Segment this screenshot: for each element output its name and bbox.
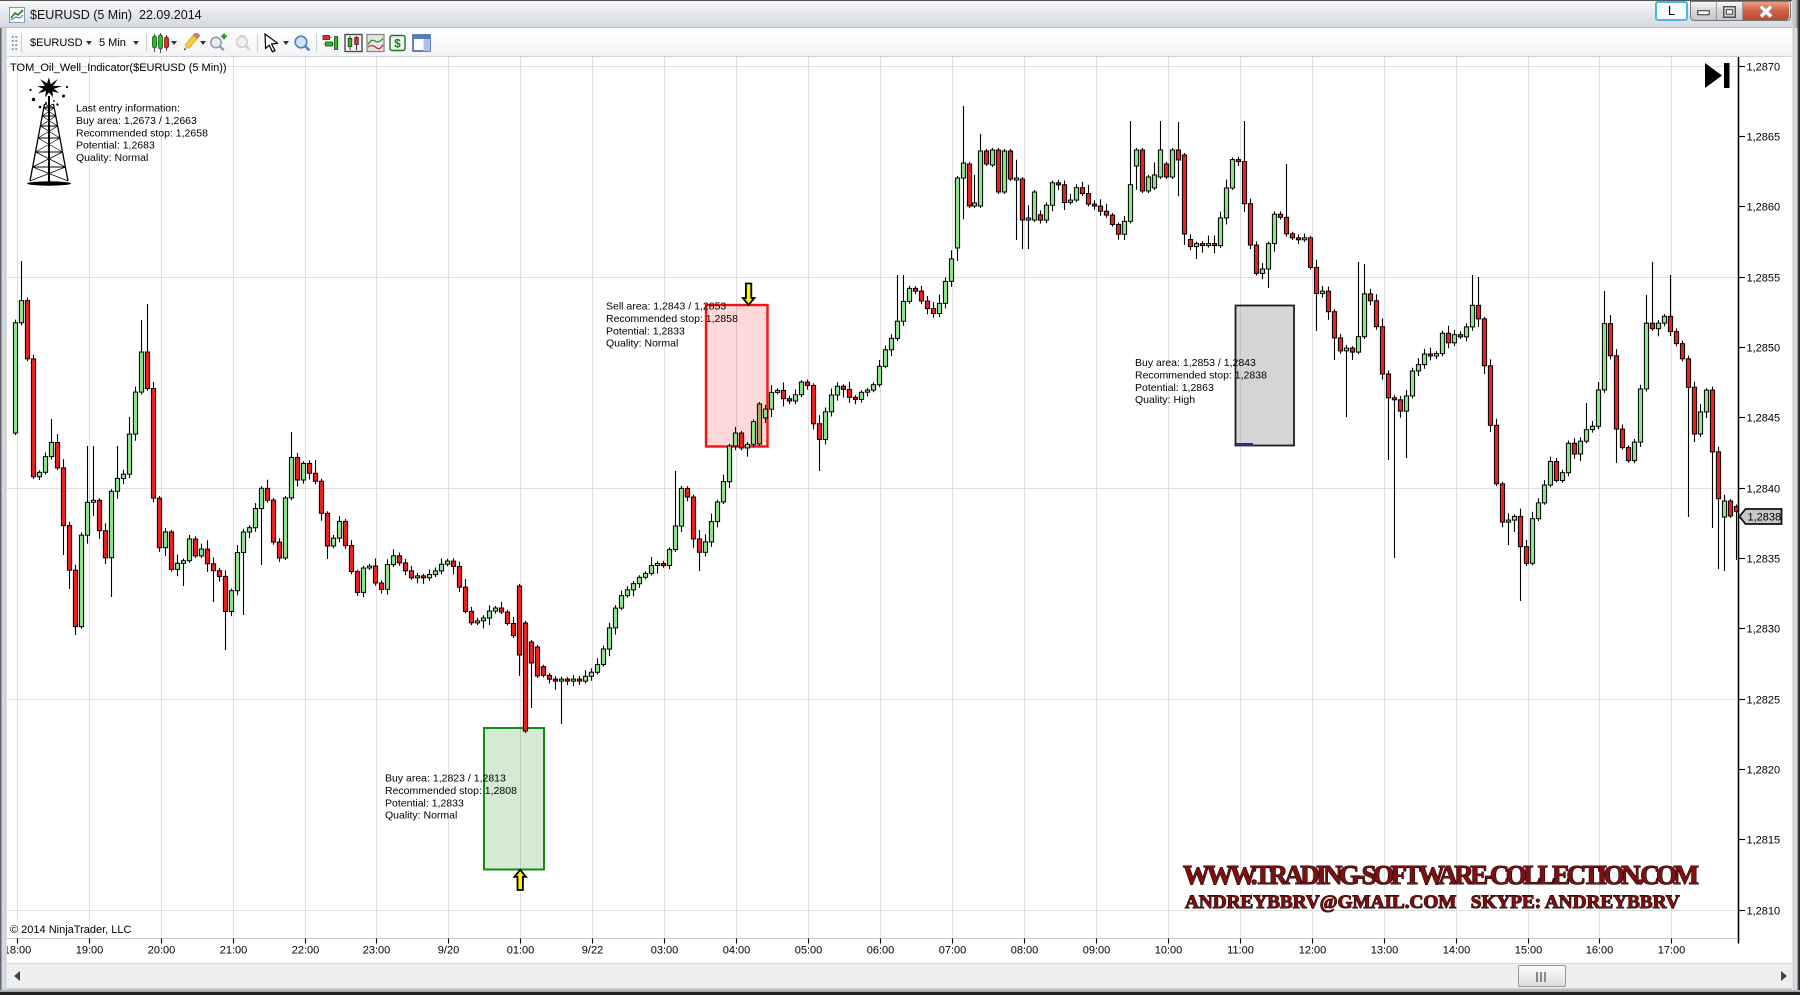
svg-text:1,2838: 1,2838 bbox=[1748, 512, 1782, 524]
svg-text:Quality: High: Quality: High bbox=[1135, 394, 1195, 406]
svg-text:15:00: 15:00 bbox=[1515, 945, 1543, 957]
svg-text:1,2820: 1,2820 bbox=[1747, 764, 1781, 776]
svg-text:1,2815: 1,2815 bbox=[1747, 834, 1781, 846]
svg-text:© 2014 NinjaTrader, LLC: © 2014 NinjaTrader, LLC bbox=[10, 924, 131, 936]
svg-text:1,2855: 1,2855 bbox=[1747, 272, 1781, 284]
svg-text:Potential: 1,2683: Potential: 1,2683 bbox=[76, 140, 155, 152]
svg-text:01:00: 01:00 bbox=[507, 945, 535, 957]
svg-text:1,2825: 1,2825 bbox=[1747, 694, 1781, 706]
svg-text:09:00: 09:00 bbox=[1083, 945, 1111, 957]
svg-text:TOM_Oil_Well_Indicator($EURUSD: TOM_Oil_Well_Indicator($EURUSD (5 Min)) bbox=[10, 62, 227, 74]
svg-text:Buy area: 1,2853 / 1,2843: Buy area: 1,2853 / 1,2843 bbox=[1135, 357, 1256, 369]
svg-text:08:00: 08:00 bbox=[1011, 945, 1039, 957]
svg-text:1,2870: 1,2870 bbox=[1747, 61, 1781, 73]
svg-text:Last entry information:: Last entry information: bbox=[76, 103, 180, 115]
svg-text:19:00: 19:00 bbox=[76, 945, 104, 957]
svg-text:1,2850: 1,2850 bbox=[1747, 342, 1781, 354]
svg-text:Potential: 1,2863: Potential: 1,2863 bbox=[1135, 382, 1214, 394]
svg-text:$: $ bbox=[394, 38, 401, 50]
svg-text:13:00: 13:00 bbox=[1371, 945, 1399, 957]
svg-text:06:00: 06:00 bbox=[867, 945, 895, 957]
svg-text:1,2840: 1,2840 bbox=[1747, 483, 1781, 495]
svg-text:21:00: 21:00 bbox=[220, 945, 248, 957]
svg-text:Recommended stop: 1,2838: Recommended stop: 1,2838 bbox=[1135, 369, 1267, 381]
svg-text:Quality: Normal: Quality: Normal bbox=[385, 810, 457, 822]
svg-text:1,2865: 1,2865 bbox=[1747, 131, 1781, 143]
svg-text:Recommended stop: 1,2808: Recommended stop: 1,2808 bbox=[385, 785, 517, 797]
svg-text:23:00: 23:00 bbox=[363, 945, 391, 957]
svg-text:16:00: 16:00 bbox=[1586, 945, 1614, 957]
svg-text:Recommended stop: 1,2858: Recommended stop: 1,2858 bbox=[606, 313, 738, 325]
svg-text:Potential: 1,2833: Potential: 1,2833 bbox=[606, 325, 685, 337]
svg-text:07:00: 07:00 bbox=[939, 945, 967, 957]
svg-text:WWW.TRADING-SOFTWARE-COLLECTIO: WWW.TRADING-SOFTWARE-COLLECTION.COM bbox=[1183, 860, 1699, 890]
svg-text:05:00: 05:00 bbox=[795, 945, 823, 957]
svg-text:9/22: 9/22 bbox=[582, 945, 603, 957]
svg-text:10:00: 10:00 bbox=[1155, 945, 1183, 957]
svg-text:1,2845: 1,2845 bbox=[1747, 412, 1781, 424]
svg-text:1,2810: 1,2810 bbox=[1747, 905, 1781, 917]
svg-text:Quality: Normal: Quality: Normal bbox=[76, 152, 148, 164]
svg-text:12:00: 12:00 bbox=[1299, 945, 1327, 957]
svg-text:11:00: 11:00 bbox=[1227, 945, 1254, 957]
svg-text:1,2835: 1,2835 bbox=[1747, 553, 1781, 565]
svg-text:Sell area: 1,2843 / 1,2853: Sell area: 1,2843 / 1,2853 bbox=[606, 301, 726, 313]
svg-text:14:00: 14:00 bbox=[1443, 945, 1471, 957]
svg-text:1,2860: 1,2860 bbox=[1747, 201, 1781, 213]
svg-text:ANDREYBBRV@GMAIL.COM SKYPE:: ANDREYBBRV@GMAIL.COM SKYPE: ANDREYBBRV bbox=[1185, 892, 1680, 913]
svg-text:03:00: 03:00 bbox=[651, 945, 679, 957]
svg-text:Buy area: 1,2823 / 1,2813: Buy area: 1,2823 / 1,2813 bbox=[385, 773, 506, 785]
svg-text:18:00: 18:00 bbox=[4, 945, 32, 957]
svg-text:1,2830: 1,2830 bbox=[1747, 623, 1781, 635]
svg-text:Buy area: 1,2673 / 1,2663: Buy area: 1,2673 / 1,2663 bbox=[76, 115, 197, 127]
svg-text:Recommended stop: 1,2658: Recommended stop: 1,2658 bbox=[76, 127, 208, 139]
svg-text:9/20: 9/20 bbox=[438, 945, 459, 957]
svg-text:22:00: 22:00 bbox=[292, 945, 320, 957]
svg-text:Potential: 1,2833: Potential: 1,2833 bbox=[385, 797, 464, 809]
svg-text:04:00: 04:00 bbox=[723, 945, 751, 957]
svg-text:20:00: 20:00 bbox=[148, 945, 176, 957]
svg-text:17:00: 17:00 bbox=[1658, 945, 1686, 957]
svg-text:Quality: Normal: Quality: Normal bbox=[606, 338, 678, 350]
